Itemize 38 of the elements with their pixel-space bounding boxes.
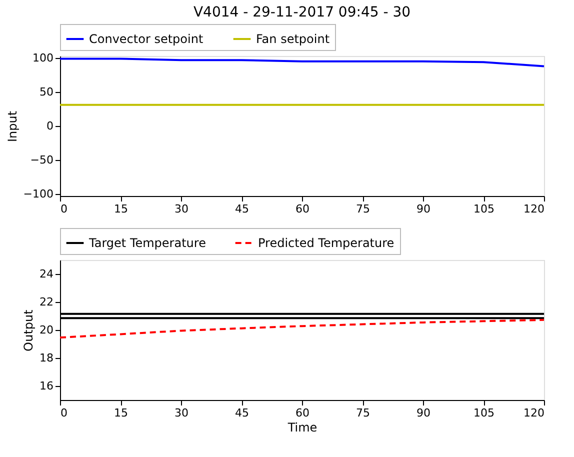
y-tick-label: 100 [32, 52, 54, 65]
y-tick-label: 24 [40, 268, 54, 280]
y-tick-label: 0 [46, 120, 54, 132]
x-tick-label: 0 [60, 406, 68, 420]
line-series [60, 58, 544, 68]
chart-title: V4014 - 29-11-2017 09:45 - 30 [193, 4, 411, 20]
y-tick-label: −100 [23, 187, 54, 200]
x-tick-label: 30 [174, 202, 188, 216]
legend-label: Target Temperature [88, 236, 206, 250]
x-tick-label: 60 [296, 406, 310, 420]
x-tick-label: 15 [114, 202, 128, 216]
x-tick-label: 75 [356, 406, 370, 420]
x-tick-label: 60 [296, 202, 310, 216]
y-axis-title: Input [5, 110, 20, 142]
legend-label: Predicted Temperature [258, 236, 394, 250]
x-tick-label: 105 [474, 202, 494, 216]
x-tick-label: 90 [416, 406, 430, 420]
y-tick-label: 20 [40, 324, 54, 336]
y-tick-label: 22 [40, 296, 54, 308]
x-axis-title: Time [286, 420, 318, 434]
x-tick-label: 120 [524, 202, 544, 216]
x-tick-label: 120 [524, 406, 544, 420]
legend-label: Fan setpoint [256, 32, 330, 46]
y-axis-title: Output [22, 309, 36, 352]
x-tick-label: 45 [235, 406, 249, 420]
y-tick-label: 18 [40, 352, 54, 364]
x-tick-label: 15 [114, 406, 128, 420]
y-tick-label: 50 [40, 86, 54, 99]
x-tick-label: 105 [474, 406, 494, 420]
line-series [60, 318, 544, 339]
x-tick-label: 90 [416, 202, 430, 216]
x-tick-label: 75 [356, 202, 370, 216]
x-tick-label: 0 [60, 202, 68, 216]
y-tick-label: 16 [40, 380, 54, 392]
legend-label: Convector setpoint [89, 32, 204, 46]
x-tick-label: 30 [174, 406, 188, 420]
x-tick-label: 45 [235, 202, 249, 216]
y-tick-label: −50 [30, 153, 54, 166]
